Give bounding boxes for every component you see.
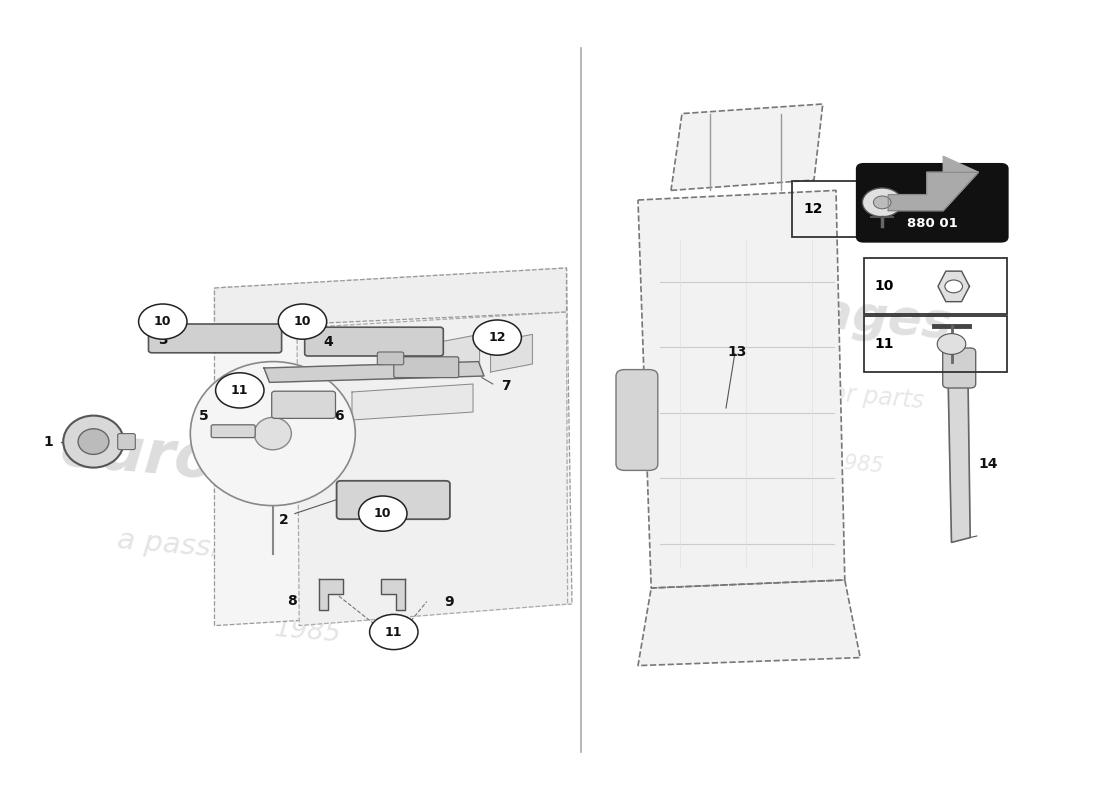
- Polygon shape: [948, 380, 970, 542]
- Text: 10: 10: [374, 507, 392, 520]
- FancyBboxPatch shape: [943, 348, 976, 388]
- Circle shape: [945, 280, 962, 293]
- FancyBboxPatch shape: [394, 357, 459, 378]
- Ellipse shape: [64, 416, 123, 467]
- Text: a passion for parts: a passion for parts: [703, 370, 925, 414]
- Text: 12: 12: [488, 331, 506, 344]
- Polygon shape: [438, 334, 480, 372]
- FancyBboxPatch shape: [337, 481, 450, 519]
- Polygon shape: [638, 580, 860, 666]
- FancyBboxPatch shape: [305, 327, 443, 356]
- Circle shape: [359, 496, 407, 531]
- Text: 11: 11: [385, 626, 403, 638]
- FancyBboxPatch shape: [211, 425, 255, 438]
- Text: 1985: 1985: [830, 452, 886, 476]
- Text: 5: 5: [199, 409, 208, 423]
- Text: a passion for parts: a passion for parts: [117, 526, 389, 578]
- Text: 12: 12: [803, 202, 823, 216]
- Text: 13: 13: [727, 345, 747, 359]
- Text: 10: 10: [154, 315, 172, 328]
- Polygon shape: [944, 156, 979, 172]
- Polygon shape: [938, 271, 969, 302]
- Ellipse shape: [78, 429, 109, 454]
- Polygon shape: [385, 334, 427, 372]
- Polygon shape: [297, 312, 568, 626]
- Ellipse shape: [190, 362, 355, 506]
- FancyBboxPatch shape: [272, 391, 336, 418]
- Circle shape: [139, 304, 187, 339]
- Text: 2: 2: [279, 513, 288, 527]
- Text: 7: 7: [502, 378, 510, 393]
- Polygon shape: [352, 384, 473, 420]
- FancyBboxPatch shape: [377, 352, 404, 365]
- FancyBboxPatch shape: [118, 434, 135, 450]
- Polygon shape: [638, 190, 845, 588]
- Text: 10: 10: [294, 315, 311, 328]
- Text: 3: 3: [158, 333, 167, 347]
- Text: 8: 8: [287, 594, 296, 608]
- Polygon shape: [889, 172, 979, 210]
- Circle shape: [473, 320, 521, 355]
- Polygon shape: [264, 362, 484, 382]
- FancyBboxPatch shape: [148, 324, 282, 353]
- Circle shape: [873, 196, 891, 209]
- Text: 6: 6: [334, 409, 343, 423]
- Text: 11: 11: [231, 384, 249, 397]
- Polygon shape: [214, 268, 572, 626]
- Circle shape: [862, 188, 902, 217]
- Text: 880 01: 880 01: [906, 218, 958, 230]
- Text: 9: 9: [444, 594, 453, 609]
- Text: 1: 1: [44, 434, 53, 449]
- Polygon shape: [671, 104, 823, 190]
- Text: 1985: 1985: [274, 616, 342, 648]
- Polygon shape: [319, 579, 343, 610]
- Text: 4: 4: [323, 335, 332, 350]
- FancyBboxPatch shape: [857, 164, 1008, 242]
- Circle shape: [937, 334, 966, 354]
- Text: 10: 10: [874, 279, 894, 294]
- Ellipse shape: [254, 418, 292, 450]
- Text: europages: europages: [652, 275, 954, 349]
- Polygon shape: [491, 334, 532, 372]
- Text: 14: 14: [978, 457, 998, 471]
- Circle shape: [278, 304, 327, 339]
- Circle shape: [216, 373, 264, 408]
- Polygon shape: [214, 268, 566, 328]
- Text: 11: 11: [874, 337, 894, 351]
- FancyBboxPatch shape: [616, 370, 658, 470]
- Text: europages: europages: [58, 418, 426, 510]
- Polygon shape: [381, 579, 405, 610]
- Circle shape: [370, 614, 418, 650]
